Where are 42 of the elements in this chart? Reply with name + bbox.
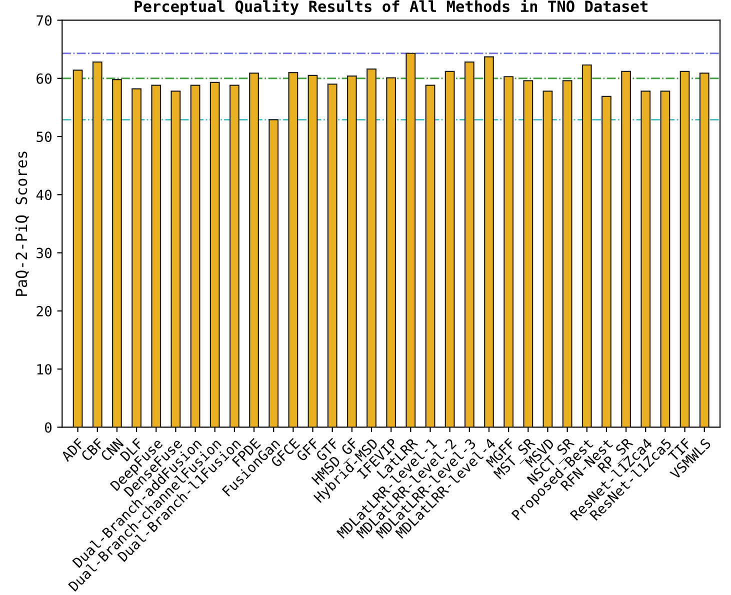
bar bbox=[621, 70, 632, 428]
bar bbox=[346, 75, 357, 428]
bar bbox=[562, 80, 572, 428]
bar bbox=[582, 64, 592, 428]
y-tick-label: 0 bbox=[44, 422, 52, 433]
y-tick-label: 60 bbox=[36, 73, 52, 84]
bar bbox=[170, 90, 181, 428]
y-tick-label: 30 bbox=[36, 248, 52, 258]
bar bbox=[132, 88, 142, 428]
bar bbox=[504, 76, 514, 428]
y-tick-label: 70 bbox=[36, 15, 52, 26]
bar bbox=[602, 96, 612, 428]
bar bbox=[268, 119, 279, 428]
bar bbox=[327, 84, 338, 428]
bar bbox=[190, 84, 200, 428]
bar bbox=[444, 70, 455, 428]
bar bbox=[406, 52, 416, 428]
bar bbox=[151, 84, 162, 428]
bar bbox=[288, 72, 298, 428]
bar bbox=[660, 90, 670, 428]
bar bbox=[425, 84, 436, 428]
bar bbox=[542, 90, 553, 428]
bar bbox=[112, 78, 122, 428]
y-tick-label: 40 bbox=[36, 190, 52, 200]
y-axis-title: PaQ-2-PiQ Scores bbox=[15, 152, 29, 296]
bar bbox=[72, 70, 83, 428]
bar bbox=[308, 74, 318, 428]
bar bbox=[210, 82, 220, 428]
bar bbox=[484, 56, 494, 428]
bar bbox=[640, 90, 651, 428]
y-tick-label: 50 bbox=[36, 132, 52, 142]
bar bbox=[680, 70, 690, 428]
bar bbox=[523, 80, 534, 428]
bar bbox=[366, 68, 376, 428]
bar bbox=[92, 62, 102, 428]
y-tick-label: 20 bbox=[36, 306, 52, 316]
bar bbox=[464, 62, 474, 428]
bar bbox=[229, 84, 240, 428]
y-tick-label: 10 bbox=[37, 364, 52, 375]
bar bbox=[249, 72, 259, 428]
bar bbox=[699, 72, 710, 428]
bar bbox=[386, 77, 396, 428]
